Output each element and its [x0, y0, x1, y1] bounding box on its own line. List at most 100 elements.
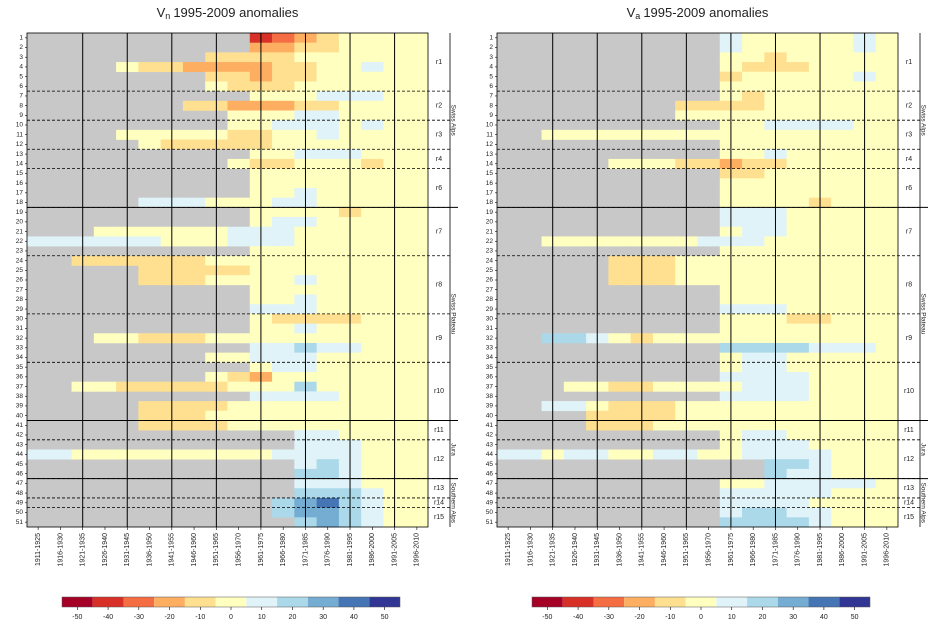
cell — [831, 304, 854, 315]
cell — [875, 294, 899, 305]
cell — [272, 401, 295, 412]
cell — [786, 342, 810, 353]
row-label: 23 — [486, 248, 494, 255]
cell — [361, 352, 384, 363]
cell — [405, 120, 429, 131]
cell — [227, 197, 251, 208]
cell — [697, 410, 721, 421]
row-label: 20 — [486, 219, 494, 226]
row-label: 22 — [16, 238, 24, 245]
row-label: 26 — [16, 277, 24, 284]
cell — [272, 362, 295, 373]
cell — [316, 168, 340, 179]
group-label: Swiss Plateau — [449, 293, 456, 334]
row-label: 31 — [16, 325, 24, 332]
cell — [138, 226, 161, 237]
cell — [652, 420, 676, 431]
col-label: 1921-1935 — [80, 533, 87, 567]
cell — [742, 449, 765, 460]
title-subscript: a — [635, 11, 640, 21]
cell — [272, 91, 295, 102]
heatmap-panel: Vn 1995-2009 anomalies r1 r2 r3 r4 r6 r7 r8 r9 r10… — [16, 5, 458, 621]
row-label: 9 — [19, 112, 23, 119]
cell — [405, 362, 429, 373]
cell — [316, 313, 340, 324]
cell — [227, 401, 251, 412]
cell — [875, 517, 899, 528]
cell — [361, 275, 384, 286]
cell — [742, 81, 765, 92]
cell — [316, 100, 340, 111]
cell — [361, 197, 384, 208]
col-label: 1981-1995 — [347, 533, 354, 567]
colorbar-label: 20 — [289, 614, 297, 621]
cell — [405, 226, 429, 237]
cell — [405, 265, 429, 276]
cell — [831, 430, 854, 441]
colorbar-bin — [338, 597, 370, 607]
cell — [405, 71, 429, 82]
cell — [742, 284, 765, 295]
cell — [786, 333, 810, 344]
cell — [405, 52, 429, 63]
col-label: 1991-2005 — [861, 533, 868, 567]
cell — [272, 323, 295, 334]
cell — [831, 372, 854, 383]
cell — [742, 517, 765, 528]
row-label: 24 — [16, 257, 24, 264]
row-label: 34 — [16, 354, 24, 361]
colorbar-bin — [532, 597, 563, 607]
cell — [652, 410, 676, 421]
cell — [272, 187, 295, 198]
cell — [272, 129, 295, 140]
row-label: 8 — [489, 102, 493, 109]
cell — [875, 391, 899, 402]
cell — [138, 381, 161, 392]
cell — [742, 71, 765, 82]
cell — [405, 33, 429, 43]
colorbar-label: 10 — [258, 614, 266, 621]
cell — [697, 100, 721, 111]
cell — [608, 449, 631, 460]
cell — [316, 236, 340, 247]
cell — [786, 449, 810, 460]
cell — [875, 129, 899, 140]
colorbar-label: 30 — [789, 614, 797, 621]
cell — [405, 246, 429, 257]
colorbar-label: 40 — [350, 614, 358, 621]
cell — [875, 265, 899, 276]
region-label: r11 — [434, 427, 444, 434]
cell — [316, 197, 340, 208]
cell — [831, 391, 854, 402]
colorbar-bin — [839, 597, 870, 607]
cell — [361, 420, 384, 431]
cell — [316, 401, 340, 412]
cell — [875, 275, 899, 286]
row-label: 38 — [486, 393, 494, 400]
row-label: 33 — [486, 345, 494, 352]
cell — [875, 71, 899, 82]
row-label: 44 — [486, 451, 494, 458]
cell — [875, 100, 899, 111]
cell — [875, 81, 899, 92]
cell — [227, 52, 251, 63]
group-label: Swiss Alps — [449, 105, 456, 137]
cell — [786, 71, 810, 82]
cell — [742, 110, 765, 121]
cell — [831, 100, 854, 111]
row-label: 47 — [486, 480, 494, 487]
row-label: 39 — [486, 403, 494, 410]
cell — [405, 381, 429, 392]
col-label: 1911-1925 — [35, 533, 42, 566]
cell — [227, 62, 251, 73]
cell — [875, 226, 899, 237]
row-label: 27 — [486, 286, 494, 293]
cell — [405, 507, 429, 518]
cell — [272, 81, 295, 92]
cell — [316, 71, 340, 82]
cell — [227, 333, 251, 344]
row-label: 4 — [19, 64, 23, 71]
cell — [316, 139, 340, 150]
cell — [875, 187, 899, 198]
cell — [405, 449, 429, 460]
